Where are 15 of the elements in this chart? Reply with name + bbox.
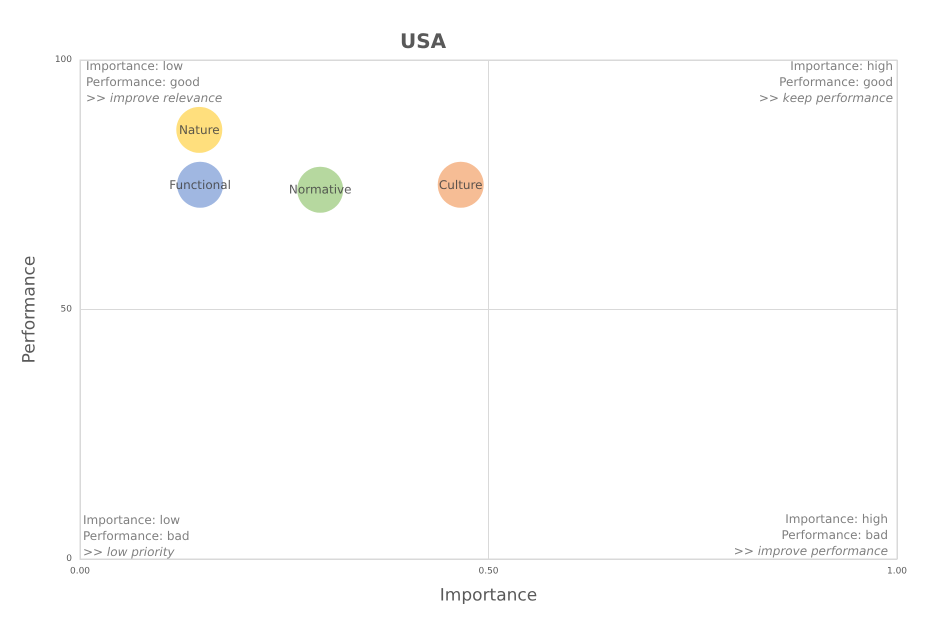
annotation: Importance: low Performance: bad >> low priority <box>83 513 190 559</box>
series-label: Nature <box>178 122 220 137</box>
y-axis-title: Performance <box>20 256 40 364</box>
x-tick-label: 0.00 <box>70 566 90 576</box>
y-tick-label: 100 <box>54 55 72 65</box>
annotation: Importance: low Performance: good >> improve relevance <box>86 59 222 105</box>
y-tick-label: 0 <box>66 554 72 564</box>
y-tick-label: 50 <box>60 304 72 314</box>
annotation: Importance: high Performance: good >> keep performance <box>758 59 893 105</box>
chart-title: USA <box>400 29 447 53</box>
x-tick-label: 1.00 <box>886 566 908 576</box>
annotation: Importance: high Performance: bad >> improve performance <box>734 512 888 558</box>
x-axis-title: Importance <box>440 586 538 606</box>
series-label: Culture <box>438 178 483 192</box>
x-tick-label: 0.50 <box>478 566 499 576</box>
